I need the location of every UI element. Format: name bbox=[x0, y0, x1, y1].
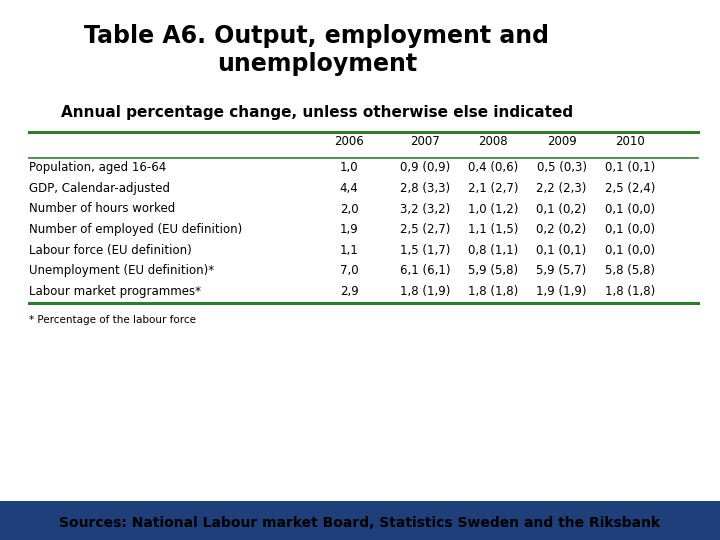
Text: 6,1 (6,1): 6,1 (6,1) bbox=[400, 264, 450, 277]
Text: 0,1 (0,2): 0,1 (0,2) bbox=[536, 202, 587, 215]
Text: 2010: 2010 bbox=[615, 135, 645, 148]
Text: 7,0: 7,0 bbox=[340, 264, 359, 277]
Text: 2008: 2008 bbox=[478, 135, 508, 148]
Text: 0,1 (0,1): 0,1 (0,1) bbox=[536, 244, 587, 256]
Text: 1,0: 1,0 bbox=[340, 161, 359, 174]
Text: SVERIGES
RIKSBANK: SVERIGES RIKSBANK bbox=[637, 63, 677, 76]
Text: Annual percentage change, unless otherwise else indicated: Annual percentage change, unless otherwi… bbox=[60, 105, 573, 120]
Text: 5,9 (5,8): 5,9 (5,8) bbox=[468, 264, 518, 277]
Text: 1,1: 1,1 bbox=[340, 244, 359, 256]
Text: 0,8 (1,1): 0,8 (1,1) bbox=[468, 244, 518, 256]
Text: Sources: National Labour market Board, Statistics Sweden and the Riksbank: Sources: National Labour market Board, S… bbox=[60, 516, 660, 530]
Text: 1,9 (1,9): 1,9 (1,9) bbox=[536, 285, 587, 298]
Text: 1,1 (1,5): 1,1 (1,5) bbox=[468, 223, 518, 236]
Text: Unemployment (EU definition)*: Unemployment (EU definition)* bbox=[29, 264, 214, 277]
Text: 2007: 2007 bbox=[410, 135, 440, 148]
Text: 0,1 (0,0): 0,1 (0,0) bbox=[605, 202, 655, 215]
Text: Number of employed (EU definition): Number of employed (EU definition) bbox=[29, 223, 242, 236]
Text: 0,2 (0,2): 0,2 (0,2) bbox=[536, 223, 587, 236]
Text: Labour force (EU definition): Labour force (EU definition) bbox=[29, 244, 192, 256]
Text: 0,5 (0,3): 0,5 (0,3) bbox=[536, 161, 587, 174]
Text: * Percentage of the labour force: * Percentage of the labour force bbox=[29, 315, 196, 326]
Text: Number of hours worked: Number of hours worked bbox=[29, 202, 175, 215]
Text: 5,8 (5,8): 5,8 (5,8) bbox=[605, 264, 655, 277]
Text: 2,8 (3,3): 2,8 (3,3) bbox=[400, 182, 450, 195]
Text: 2,5 (2,7): 2,5 (2,7) bbox=[400, 223, 450, 236]
Text: 0,1 (0,0): 0,1 (0,0) bbox=[605, 223, 655, 236]
Text: 1,8 (1,8): 1,8 (1,8) bbox=[605, 285, 655, 298]
Text: 0,4 (0,6): 0,4 (0,6) bbox=[468, 161, 518, 174]
Text: 2009: 2009 bbox=[546, 135, 577, 148]
Text: 1,8 (1,9): 1,8 (1,9) bbox=[400, 285, 450, 298]
Text: 0,1 (0,0): 0,1 (0,0) bbox=[605, 244, 655, 256]
Text: Labour market programmes*: Labour market programmes* bbox=[29, 285, 201, 298]
Text: 1,5 (1,7): 1,5 (1,7) bbox=[400, 244, 450, 256]
Text: 2,2 (2,3): 2,2 (2,3) bbox=[536, 182, 587, 195]
Text: 2,0: 2,0 bbox=[340, 202, 359, 215]
Text: 2,9: 2,9 bbox=[340, 285, 359, 298]
Text: Population, aged 16-64: Population, aged 16-64 bbox=[29, 161, 166, 174]
Text: 0,9 (0,9): 0,9 (0,9) bbox=[400, 161, 450, 174]
Text: 2,5 (2,4): 2,5 (2,4) bbox=[605, 182, 655, 195]
Text: 5,9 (5,7): 5,9 (5,7) bbox=[536, 264, 587, 277]
Text: 2006: 2006 bbox=[334, 135, 364, 148]
Text: 1,0 (1,2): 1,0 (1,2) bbox=[468, 202, 518, 215]
Text: 1,9: 1,9 bbox=[340, 223, 359, 236]
Text: 4,4: 4,4 bbox=[340, 182, 359, 195]
Text: 0,1 (0,1): 0,1 (0,1) bbox=[605, 161, 655, 174]
Text: 1,8 (1,8): 1,8 (1,8) bbox=[468, 285, 518, 298]
Text: 3,2 (3,2): 3,2 (3,2) bbox=[400, 202, 450, 215]
Text: Table A6. Output, employment and
unemployment: Table A6. Output, employment and unemplo… bbox=[84, 24, 549, 76]
Text: GDP, Calendar-adjusted: GDP, Calendar-adjusted bbox=[29, 182, 170, 195]
Text: 2,1 (2,7): 2,1 (2,7) bbox=[468, 182, 518, 195]
